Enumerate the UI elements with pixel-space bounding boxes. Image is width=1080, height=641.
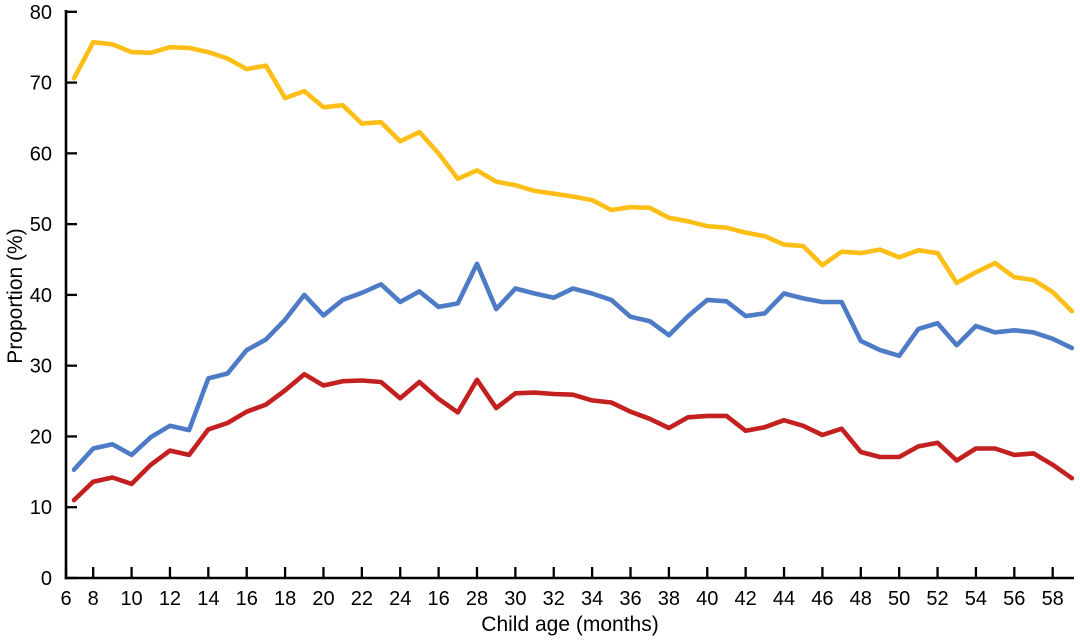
x-tick-label: 30 (504, 588, 526, 610)
y-tick-label: 70 (30, 73, 52, 95)
x-tick-label: 50 (888, 588, 910, 610)
x-tick-label: 46 (811, 588, 833, 610)
y-tick-label: 60 (30, 143, 52, 165)
y-tick-label: 0 (41, 568, 52, 590)
y-tick-label: 40 (30, 285, 52, 307)
blue-middle-series-line (71, 261, 1075, 473)
x-tick-label: 22 (351, 588, 373, 610)
x-tick-label: 8 (88, 588, 99, 610)
x-tick-label: 18 (274, 588, 296, 610)
axes-layer: 0 10 20 30 40 50 60 70 80 6 8 10 12 14 16 18 20 22 24 16 28 3… (30, 2, 1074, 610)
x-tick-label: 12 (159, 588, 181, 610)
x-tick-label: 48 (850, 588, 872, 610)
y-tick-label: 10 (30, 497, 52, 519)
x-tick-label: 40 (696, 588, 718, 610)
y-tick-label: 30 (30, 356, 52, 378)
x-tick-label: 36 (619, 588, 641, 610)
series-layer (71, 39, 1075, 503)
y-tick-label: 20 (30, 426, 52, 448)
x-tick-label: 32 (543, 588, 565, 610)
x-tick-label: 24 (389, 588, 411, 610)
x-tick-label: 28 (466, 588, 488, 610)
x-tick-label: 6 (60, 588, 71, 610)
red-bottom-series-line (71, 371, 1075, 503)
y-tick-label: 80 (30, 2, 52, 24)
x-tick-label: 44 (773, 588, 795, 610)
x-tick-label: 58 (1042, 588, 1064, 610)
x-tick-label: 52 (926, 588, 948, 610)
y-tick-label: 50 (30, 214, 52, 236)
x-tick-label: 56 (1003, 588, 1025, 610)
x-axis-title: Child age (months) (481, 613, 658, 636)
x-tick-label: 38 (658, 588, 680, 610)
x-tick-label: 20 (312, 588, 334, 610)
x-tick-label: 34 (581, 588, 603, 610)
x-tick-label: 14 (197, 588, 219, 610)
x-tick-label: 54 (965, 588, 987, 610)
x-tick-label: 42 (735, 588, 757, 610)
y-axis-title: Proportion (%) (4, 228, 27, 363)
yellow-top-series-line (71, 39, 1075, 314)
x-tick-label: 16 (236, 588, 258, 610)
x-tick-label: 16 (427, 588, 449, 610)
x-tick-label: 10 (120, 588, 142, 610)
